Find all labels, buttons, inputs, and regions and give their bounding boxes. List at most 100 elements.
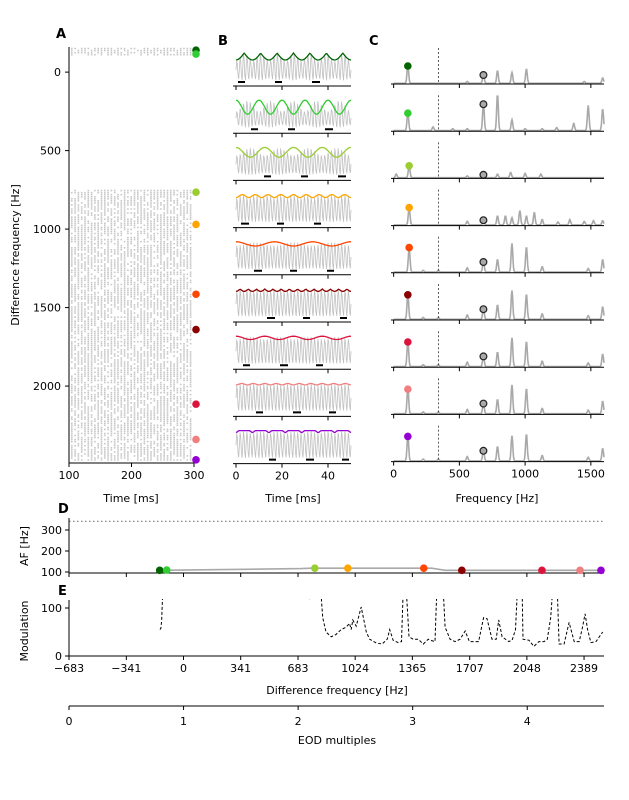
panel-c-spectrum [393,206,605,226]
panel-c-af-marker [405,162,413,170]
panel-c-eod-marker [479,305,488,314]
panel-c-spectrum [393,337,605,368]
panel-e-modulation-line [159,599,163,630]
panel-e-xtick-label: 341 [230,662,251,675]
panel-b-envelope [235,99,352,115]
panel-c-eod-marker [479,216,488,225]
panel-e-modulation-line [406,599,438,645]
panel-d-ytick-label: 200 [41,545,62,558]
panel-c-af-marker [404,385,412,394]
panel-letter-d: D [58,502,69,517]
panel-b-envelope [235,193,352,199]
panel-d-af-line [159,567,604,572]
panel-c-af-marker [404,291,412,299]
panel-d-ytick-label: 300 [41,524,62,537]
panel-c-eod-marker [479,258,488,267]
panel-b-carrier [235,289,352,317]
eod-xtick-label: 4 [524,715,531,728]
panel-c-af-marker [404,62,412,70]
panel-a-marker [192,220,200,229]
panel-b-carrier [235,53,352,81]
panel-e-modulation-line [557,599,604,645]
panel-e-xtick-label: 2389 [570,662,598,675]
panel-b-carrier [235,384,352,411]
panel-c-spectra: 0 500 1000 1500 [390,48,605,481]
panel-e-modulation-line [320,599,404,645]
panel-c-spectrum [393,65,605,85]
panel-e-modulation-plot: 0 100 −683 −341 0 341 683 1024 1365 1707 2048 2389 [41,599,604,675]
panel-a-ylabel: Difference frequency [Hz] [9,184,22,326]
panel-c-eod-marker [479,100,488,109]
panel-e-xtick-label: 683 [288,662,309,675]
eod-multiples-xlabel: EOD multiples [298,734,376,747]
panel-c-spectrum [393,290,605,321]
panel-a-ytick-label: 1500 [33,302,61,315]
panel-c-xtick-label: 1000 [511,468,539,481]
panel-b-envelope [235,51,352,61]
panel-a-marker [192,456,200,464]
panel-e-xtick-label: 1365 [398,662,426,675]
panel-e-modulation-line [443,599,518,643]
panel-letter-e: E [58,584,67,599]
eod-xtick-label: 1 [180,715,187,728]
eod-xtick-label: 2 [295,715,302,728]
panel-e-ytick-label: 0 [55,650,62,663]
panel-a-xlabel: Time [ms] [102,492,158,505]
panel-d-af-plot: 100 200 300 [41,518,605,579]
panel-a-marker [192,435,200,444]
panel-b-xtick-label: 40 [321,470,335,483]
panel-c-af-marker [405,203,413,212]
panel-e-xtick-label: 2048 [513,662,541,675]
panel-b-envelope [236,241,351,247]
panel-d-marker [576,566,584,575]
panel-e-ytick-label: 100 [41,602,62,615]
panel-b-xlabel: Time [ms] [264,492,320,505]
panel-c-eod-marker [479,446,488,455]
panel-e-ylabel: Modulation [18,600,31,661]
panel-d-marker [162,566,171,574]
panel-b-carrier [235,195,352,222]
panel-b-carrier [235,431,352,458]
panel-d-marker [458,566,466,575]
panel-a-marker [192,325,200,334]
panel-c-xlabel: Frequency [Hz] [456,492,539,505]
panel-a-raster: 0 500 1000 1500 2000 100 200 300 [33,46,205,482]
panel-d-marker [538,566,546,575]
panel-c-spectrum [393,243,605,273]
panel-letter-a: A [56,27,66,42]
panel-c-xtick-label: 500 [449,468,470,481]
panel-c-xtick-label: 1500 [577,468,605,481]
panel-a-xtick-label: 300 [184,469,205,482]
panel-e-xtick-label: −341 [111,662,141,675]
panel-e-xtick-label: 1024 [341,662,369,675]
panel-e-xlabel: Difference frequency [Hz] [266,684,408,697]
panel-b-envelope [235,429,352,434]
panel-letter-b: B [218,34,228,49]
panel-c-spectrum [393,95,605,132]
panel-c-eod-marker [479,399,488,408]
panel-b-traces: 0 20 40 [233,51,352,483]
panel-c-af-marker [404,109,412,117]
panel-c-eod-marker [479,70,488,79]
panel-d-marker [155,566,164,575]
panel-a-xtick-label: 100 [59,469,80,482]
panel-c-spectrum [393,384,605,415]
panel-b-envelope [235,382,352,386]
panel-c-eod-marker [479,352,488,361]
panel-c-spectrum [393,164,604,179]
panel-a-ytick-label: 1000 [33,223,61,236]
panel-d-marker [419,564,428,573]
panel-d-marker [310,564,319,573]
panel-a-marker [192,400,200,408]
panel-b-xtick-label: 20 [275,470,289,483]
panel-e-xtick-label: 1707 [456,662,484,675]
panel-a-marker [192,290,200,299]
panel-c-af-marker [404,338,412,346]
panel-b-envelope [235,288,352,293]
panel-b-envelope [235,146,352,158]
panel-a-ytick-label: 500 [40,145,61,158]
panel-d-marker [597,566,605,575]
panel-a-marker [192,188,200,197]
panel-a-marker [192,50,200,58]
